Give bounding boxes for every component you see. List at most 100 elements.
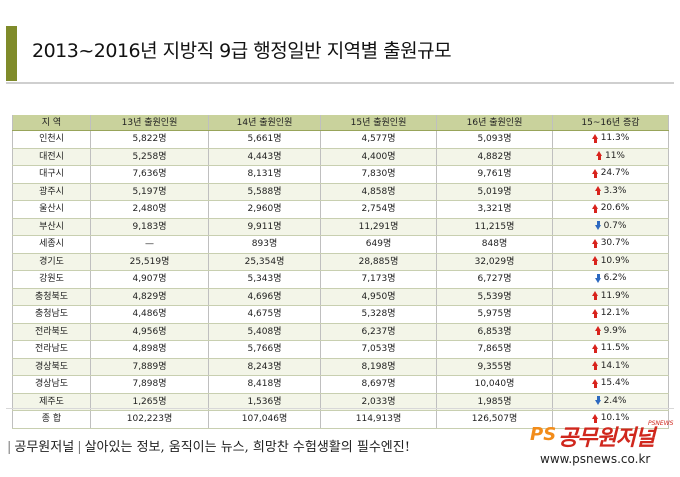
change-cell: 24.7% — [552, 165, 669, 184]
page-title: 2013~2016년 지방직 9급 행정일반 지역별 출원규모 — [32, 40, 452, 62]
title-divider — [6, 82, 674, 84]
applicants-2015: 7,173명 — [320, 270, 437, 289]
change-cell: 10.1% — [552, 410, 669, 429]
change-value: 11% — [604, 150, 625, 161]
arrow-up-icon — [594, 186, 602, 195]
applicants-2013: 4,486명 — [90, 305, 209, 324]
change-indicator: 10.9% — [591, 254, 630, 268]
table-row: 인천시 5,822명 5,661명 4,577명 5,093명 11.3% — [12, 130, 669, 149]
applicants-2014: 107,046명 — [208, 410, 321, 429]
applicants-2014: 5,766명 — [208, 340, 321, 359]
table-row: 충청북도 4,829명 4,696명 4,950명 5,539명 11.9% — [12, 288, 669, 306]
applicants-2013: 9,183명 — [90, 218, 209, 236]
change-cell: 12.1% — [552, 305, 669, 324]
change-indicator: 9.9% — [594, 324, 626, 338]
applicants-2016: 10,040명 — [436, 375, 553, 394]
change-cell: 11.9% — [552, 288, 669, 306]
change-value: 10.9% — [600, 255, 630, 266]
logo-ps: PS — [530, 424, 557, 445]
change-value: 12.1% — [600, 308, 630, 318]
applicants-2015: 7,830명 — [320, 165, 437, 184]
applicants-2015: 2,033명 — [320, 393, 437, 411]
change-value: 11.5% — [600, 343, 630, 353]
applicants-2015: 4,400명 — [320, 148, 437, 166]
applicants-2014: 2,960명 — [208, 200, 321, 219]
applicants-table: 지 역 13년 출원인원 14년 출원인원 15년 출원인원 16년 출원인원 … — [12, 115, 669, 429]
applicants-2016: 848명 — [436, 235, 553, 254]
psnews-logo: PS 공무원저널 PSNEWS — [530, 420, 678, 451]
applicants-2014: 4,675명 — [208, 305, 321, 324]
applicants-2013: 25,519명 — [90, 253, 209, 271]
region-cell: 전라북도 — [12, 323, 91, 341]
arrow-up-icon — [594, 326, 602, 335]
logo-name: 공무원저널 — [558, 426, 655, 451]
applicants-2014: 9,911명 — [208, 218, 321, 236]
change-cell: 14.1% — [552, 358, 669, 376]
applicants-2016: 6,853명 — [436, 323, 553, 341]
arrow-up-icon — [591, 168, 599, 178]
arrow-down-icon — [594, 221, 602, 230]
region-cell: 충청북도 — [12, 288, 91, 306]
change-indicator: 11.5% — [591, 341, 630, 355]
applicants-2015: 649명 — [320, 235, 437, 254]
table-row: 대구시 7,636명 8,131명 7,830명 9,761명 24.7% — [12, 165, 669, 184]
applicants-2013: 7,898명 — [90, 375, 209, 394]
site-url: www.psnews.co.kr — [540, 452, 651, 466]
arrow-up-icon — [591, 133, 599, 143]
change-indicator: 6.2% — [594, 271, 626, 285]
change-indicator: 30.7% — [591, 236, 629, 250]
applicants-2016: 9,355명 — [436, 358, 553, 376]
change-indicator: 20.6% — [591, 201, 629, 215]
applicants-2014: 8,131명 — [208, 165, 321, 184]
applicants-2014: 8,418명 — [208, 375, 321, 394]
table-row: 부산시 9,183명 9,911명 11,291명 11,215명 0.7% — [12, 218, 669, 236]
applicants-2016: 5,019명 — [436, 183, 553, 201]
change-indicator: 14.1% — [591, 359, 629, 373]
applicants-2016: 32,029명 — [436, 253, 553, 271]
region-cell: 경기도 — [12, 253, 91, 271]
title-accent-bar — [6, 26, 17, 81]
arrow-down-icon — [594, 273, 602, 283]
region-cell: 경상북도 — [12, 358, 91, 376]
change-indicator: 24.7% — [591, 166, 629, 180]
region-cell: 종 합 — [12, 410, 91, 429]
applicants-2014: 893명 — [208, 235, 321, 254]
region-cell: 부산시 — [12, 218, 91, 236]
applicants-2015: 2,754명 — [320, 200, 437, 219]
change-indicator: 10.1% — [591, 411, 630, 425]
region-cell: 충청남도 — [12, 305, 91, 324]
region-cell: 인천시 — [12, 130, 91, 149]
change-indicator: 11.9% — [591, 289, 629, 303]
change-cell: 11.5% — [552, 340, 669, 359]
applicants-2013: 5,822명 — [90, 130, 209, 149]
applicants-2013: 4,956명 — [90, 323, 209, 341]
logo-small: PSNEWS — [648, 420, 674, 427]
applicants-2015: 4,577명 — [320, 130, 437, 149]
change-cell: 20.6% — [552, 200, 669, 219]
change-value: 10.1% — [600, 413, 630, 423]
applicants-2014: 25,354명 — [208, 253, 321, 271]
applicants-2014: 5,588명 — [208, 183, 321, 201]
header-2014: 14년 출원인원 — [208, 115, 321, 131]
applicants-2016: 6,727명 — [436, 270, 553, 289]
arrow-up-icon — [591, 203, 599, 213]
applicants-2015: 114,913명 — [320, 410, 437, 429]
change-value: 15.4% — [600, 378, 630, 388]
table-row: 강원도 4,907명 5,343명 7,173명 6,727명 6.2% — [12, 270, 669, 289]
table-row: 대전시 5,258명 4,443명 4,400명 4,882명 11% — [12, 148, 669, 166]
applicants-2013: 5,258명 — [90, 148, 209, 166]
region-cell: 강원도 — [12, 270, 91, 289]
table-row: 세종시 —893명 649명 848명 30.7% — [12, 235, 669, 254]
table-header-row: 지 역 13년 출원인원 14년 출원인원 15년 출원인원 16년 출원인원 … — [12, 115, 669, 131]
header-2013: 13년 출원인원 — [90, 115, 209, 131]
table-row: 제주도 1,265명 1,536명 2,033명 1,985명 2.4% — [12, 393, 669, 411]
header-change: 15~16년 증감 — [552, 115, 669, 131]
region-cell: 경상남도 — [12, 375, 91, 394]
change-value: 2.4% — [603, 395, 627, 406]
applicants-2014: 5,408명 — [208, 323, 321, 341]
region-cell: 대구시 — [12, 165, 91, 184]
arrow-up-icon — [591, 256, 599, 265]
applicants-2013: 5,197명 — [90, 183, 209, 201]
change-cell: 11% — [552, 148, 669, 166]
change-cell: 6.2% — [552, 270, 669, 289]
